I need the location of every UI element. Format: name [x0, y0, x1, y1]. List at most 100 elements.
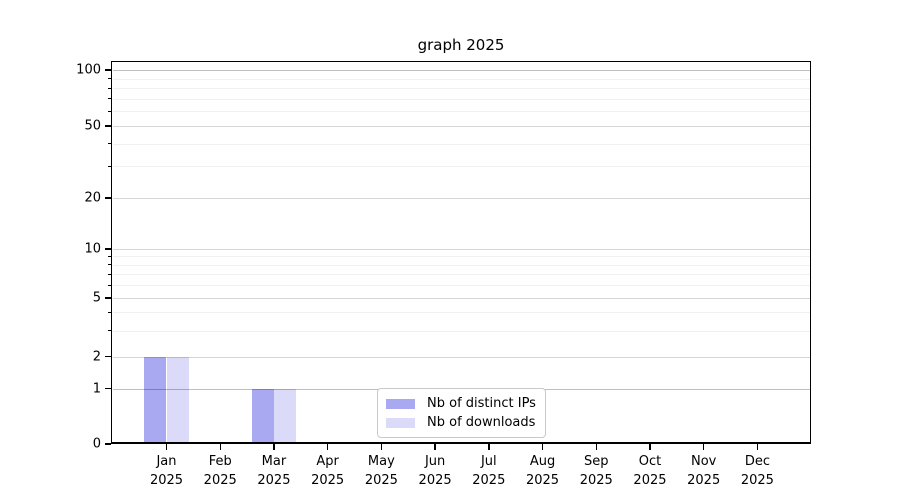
year-label: 2025: [257, 473, 291, 488]
y-tick: [105, 69, 111, 71]
x-tick-label-jun: Jun 2025: [395, 452, 475, 490]
year-label: 2025: [311, 473, 345, 488]
x-tick: [273, 444, 275, 450]
bar-nb-of-distinct-ips-mar: [251, 388, 274, 443]
month-label: Nov: [691, 454, 717, 469]
x-tick: [165, 444, 168, 450]
year-label: 2025: [740, 473, 774, 488]
bar-nb-of-downloads-mar: [273, 388, 297, 443]
y-tick-minor: [107, 78, 111, 79]
legend-label-downloads: Nb of downloads: [427, 415, 536, 430]
y-gridline-minor: [113, 111, 810, 113]
year-label: 2025: [364, 473, 398, 488]
y-gridline-minor: [113, 330, 810, 332]
y-tick-minor: [107, 273, 111, 275]
x-tick-label-aug: Aug 2025: [503, 452, 583, 490]
x-tick-label-sep: Sep 2025: [556, 452, 636, 490]
y-gridline-major: [113, 356, 810, 358]
x-tick-label-may: May 2025: [341, 452, 421, 490]
legend-item-distinct-ips: Nb of distinct IPs: [386, 396, 537, 411]
month-label: Aug: [529, 454, 556, 469]
y-gridline-minor: [113, 98, 810, 100]
x-tick: [219, 444, 221, 450]
y-tick-label: 0: [92, 436, 101, 452]
year-label: 2025: [579, 473, 613, 488]
month-label: Apr: [316, 454, 339, 469]
x-tick: [649, 444, 651, 450]
y-gridline-minor: [113, 78, 810, 80]
y-gridline-minor: [113, 312, 810, 314]
x-tick: [703, 444, 705, 450]
y-tick-minor: [107, 110, 111, 112]
y-tick: [105, 297, 111, 299]
year-label: 2025: [687, 473, 721, 488]
year-label: 2025: [633, 473, 667, 488]
y-gridline-major: [113, 70, 810, 71]
year-label: 2025: [203, 473, 237, 488]
y-tick-label: 2: [92, 349, 101, 364]
x-tick-label-feb: Feb 2025: [180, 452, 260, 490]
y-tick-minor: [107, 264, 111, 266]
y-gridline-minor: [113, 166, 810, 168]
y-tick: [105, 197, 111, 199]
y-tick: [105, 355, 111, 358]
x-tick-label-jan: Jan 2025: [127, 452, 207, 490]
chart-title: graph 2025: [417, 36, 505, 54]
y-gridline-minor: [113, 264, 810, 266]
y-tick-label: 1: [92, 381, 101, 396]
legend-swatch-downloads: [386, 417, 415, 428]
legend-swatch-distinct-ips: [386, 398, 415, 409]
month-label: Oct: [638, 454, 662, 469]
y-gridline-minor: [113, 285, 810, 287]
x-tick: [434, 444, 436, 450]
y-gridline-minor: [113, 274, 810, 276]
y-tick-label: 10: [84, 241, 101, 257]
bar-nb-of-distinct-ips-jan: [144, 356, 167, 443]
y-tick-minor: [107, 98, 111, 100]
y-gridline-major: [113, 198, 810, 199]
month-label: Jan: [156, 454, 177, 469]
y-tick: [105, 443, 111, 445]
x-tick: [756, 444, 759, 450]
legend-label-distinct-ips: Nb of distinct IPs: [427, 396, 536, 411]
x-tick: [488, 444, 490, 450]
y-tick-label: 5: [92, 290, 101, 306]
year-label: 2025: [472, 473, 506, 488]
x-tick-label-jul: Jul 2025: [449, 452, 529, 490]
y-tick-minor: [107, 143, 111, 145]
y-gridline-major: [113, 249, 810, 250]
year-label: 2025: [525, 473, 560, 488]
y-tick-label: 100: [76, 62, 101, 78]
x-tick-label-mar: Mar 2025: [234, 452, 314, 490]
legend: Nb of distinct IPs Nb of downloads: [377, 388, 546, 438]
legend-item-downloads: Nb of downloads: [386, 415, 537, 430]
month-label: Jun: [424, 454, 446, 469]
plot-border: [111, 61, 811, 444]
x-tick: [380, 444, 383, 450]
x-tick: [326, 444, 329, 450]
y-tick-label: 20: [84, 190, 101, 206]
month-label: Sep: [583, 454, 609, 469]
y-tick-minor: [107, 284, 111, 286]
y-gridline-major: [113, 298, 810, 299]
y-tick-minor: [107, 87, 111, 89]
x-tick-label-apr: Apr 2025: [288, 452, 368, 490]
x-tick: [541, 444, 544, 450]
y-tick: [105, 125, 111, 127]
y-gridline-minor: [113, 88, 810, 90]
y-gridline-minor: [113, 143, 810, 145]
y-tick: [105, 248, 111, 250]
x-tick: [595, 444, 597, 450]
month-label: May: [367, 454, 395, 469]
y-tick: [105, 387, 111, 390]
year-label: 2025: [418, 473, 452, 488]
year-label: 2025: [149, 473, 184, 488]
x-tick-label-oct: Oct 2025: [610, 452, 690, 490]
y-tick-minor: [107, 330, 111, 332]
month-label: Mar: [261, 454, 287, 469]
month-label: Jul: [480, 454, 497, 469]
y-gridline-minor: [113, 256, 810, 258]
y-tick-minor: [107, 165, 111, 167]
bar-nb-of-downloads-jan: [166, 356, 189, 443]
